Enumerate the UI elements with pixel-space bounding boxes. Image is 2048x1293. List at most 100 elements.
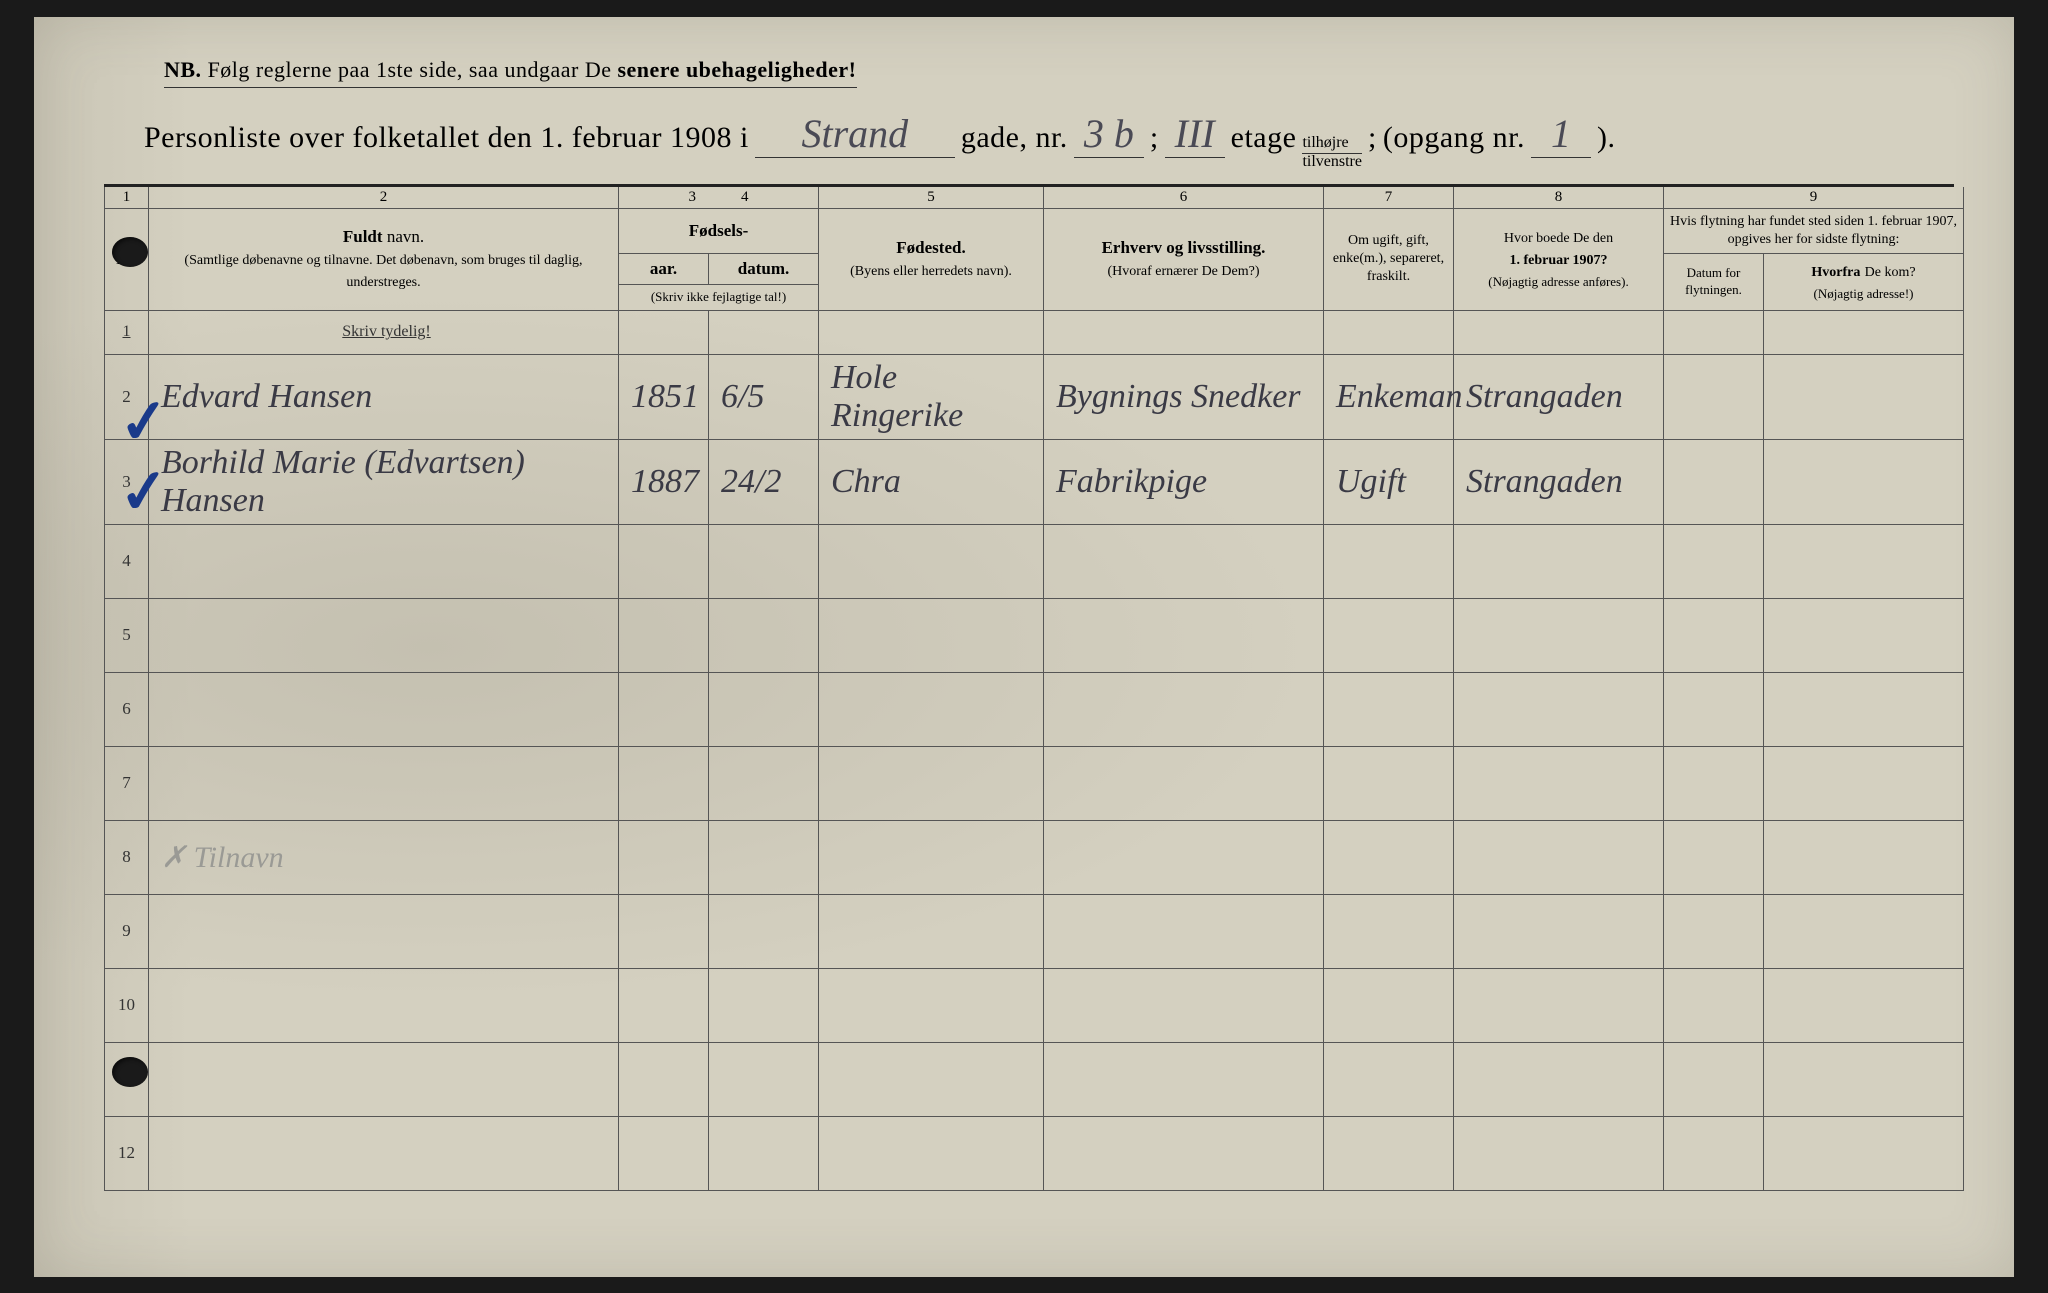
name-cell <box>149 1042 619 1116</box>
table-row: 7 <box>105 746 1964 820</box>
move-from-cell <box>1764 1116 1964 1190</box>
title-line: Personliste over folketallet den 1. febr… <box>144 110 1954 170</box>
blue-checkmark-1: ✓ <box>116 384 172 458</box>
move-date-cell <box>1664 746 1764 820</box>
prev-address-cell <box>1454 894 1664 968</box>
opgang-hw: 1 <box>1531 110 1591 158</box>
date-cell <box>709 820 819 894</box>
rownum: 9 <box>105 894 149 968</box>
date-cell <box>709 598 819 672</box>
move-from-cell <box>1764 524 1964 598</box>
instruction-text: Skriv tydelig! <box>149 310 619 354</box>
gade-nr-hw: 3 b <box>1074 110 1144 158</box>
opgang-label: (opgang nr. <box>1383 121 1525 155</box>
tilvenstre: tilvenstre <box>1302 154 1362 170</box>
move-date-cell <box>1664 820 1764 894</box>
semicolon1: ; <box>1150 121 1159 155</box>
hdr-move-group: Hvis flytning har fundet sted siden 1. f… <box>1664 208 1964 253</box>
move-date-cell <box>1664 598 1764 672</box>
occupation-cell: Fabrikpige <box>1044 439 1324 524</box>
year-cell <box>619 598 709 672</box>
move-from-cell <box>1764 1042 1964 1116</box>
date-cell <box>709 1042 819 1116</box>
prev-address-cell <box>1454 746 1664 820</box>
rownum-1: 1 <box>105 310 149 354</box>
table-row: 8✗ Tilnavn <box>105 820 1964 894</box>
hdr-marital: Om ugift, gift, enke(m.), separeret, fra… <box>1324 208 1454 310</box>
marital-cell: Enkeman <box>1324 354 1454 439</box>
name-cell <box>149 524 619 598</box>
tilhojre: tilhøjre <box>1302 135 1362 154</box>
table-row: 9 <box>105 894 1964 968</box>
name-cell <box>149 1116 619 1190</box>
name-cell <box>149 672 619 746</box>
semicolon2: ; <box>1368 121 1377 155</box>
nb-mid: Følg reglerne paa 1ste side, saa undgaar… <box>208 57 612 82</box>
marital-cell <box>1324 598 1454 672</box>
year-cell: 1887 <box>619 439 709 524</box>
marital-cell: Ugift <box>1324 439 1454 524</box>
census-page: NB. Følg reglerne paa 1ste side, saa und… <box>34 17 2014 1277</box>
name-cell <box>149 746 619 820</box>
birthplace-cell <box>819 820 1044 894</box>
marital-cell <box>1324 1116 1454 1190</box>
move-date-cell <box>1664 524 1764 598</box>
colnum-1: 1 <box>105 187 149 209</box>
etage-hw: III <box>1165 110 1225 158</box>
colnum-8: 8 <box>1454 187 1664 209</box>
move-date-cell <box>1664 439 1764 524</box>
date-cell: 6/5 <box>709 354 819 439</box>
hdr-occupation: Erhverv og livsstilling. (Hvoraf ernærer… <box>1044 208 1324 310</box>
year-cell: 1851 <box>619 354 709 439</box>
occupation-cell <box>1044 1116 1324 1190</box>
colnum-2: 2 <box>149 187 619 209</box>
year-cell <box>619 746 709 820</box>
occupation-cell <box>1044 894 1324 968</box>
name-cell: Edvard Hansen <box>149 354 619 439</box>
move-date-cell <box>1664 1116 1764 1190</box>
blue-checkmark-2: ✓ <box>116 454 172 528</box>
colnum-9: 9 <box>1664 187 1964 209</box>
rownum: 12 <box>105 1116 149 1190</box>
birthplace-cell <box>819 598 1044 672</box>
colnum-34: 3 4 <box>619 187 819 209</box>
rownum: 4 <box>105 524 149 598</box>
birthplace-cell <box>819 1042 1044 1116</box>
hdr-birthplace: Fødested. (Byens eller herredets navn). <box>819 208 1044 310</box>
rownum: 8 <box>105 820 149 894</box>
tilhojre-tilvenstre: tilhøjre tilvenstre <box>1302 135 1362 170</box>
birthplace-cell <box>819 746 1044 820</box>
title-prefix: Personliste over folketallet den 1. febr… <box>144 121 749 155</box>
year-cell <box>619 1042 709 1116</box>
move-date-cell <box>1664 1042 1764 1116</box>
instruction-row: 1 Skriv tydelig! <box>105 310 1964 354</box>
date-cell <box>709 672 819 746</box>
table-row: 10 <box>105 968 1964 1042</box>
move-from-cell <box>1764 598 1964 672</box>
marital-cell <box>1324 1042 1454 1116</box>
year-cell <box>619 968 709 1042</box>
street-name-hw: Strand <box>755 110 955 158</box>
marital-cell <box>1324 524 1454 598</box>
move-date-cell <box>1664 672 1764 746</box>
birthplace-cell: Hole Ringerike <box>819 354 1044 439</box>
prev-address-cell <box>1454 1042 1664 1116</box>
header-row-1: Nr. Fuldt navn. (Samtlige døbenavne og t… <box>105 208 1964 253</box>
nb-warning: NB. Følg reglerne paa 1ste side, saa und… <box>164 57 857 88</box>
year-cell <box>619 1116 709 1190</box>
occupation-cell <box>1044 598 1324 672</box>
rownum: 7 <box>105 746 149 820</box>
occupation-cell <box>1044 746 1324 820</box>
occupation-cell <box>1044 524 1324 598</box>
birthplace-cell: Chra <box>819 439 1044 524</box>
prev-address-cell <box>1454 968 1664 1042</box>
colnum-6: 6 <box>1044 187 1324 209</box>
move-from-cell <box>1764 746 1964 820</box>
birthplace-cell <box>819 1116 1044 1190</box>
table-row: 3Borhild Marie (Edvartsen) Hansen188724/… <box>105 439 1964 524</box>
title-close: ). <box>1597 121 1616 155</box>
census-table: 1 2 3 4 5 6 7 8 9 Nr. Fuldt navn. (Samtl… <box>104 187 1964 1191</box>
move-from-cell <box>1764 894 1964 968</box>
occupation-cell <box>1044 1042 1324 1116</box>
birthplace-cell <box>819 524 1044 598</box>
